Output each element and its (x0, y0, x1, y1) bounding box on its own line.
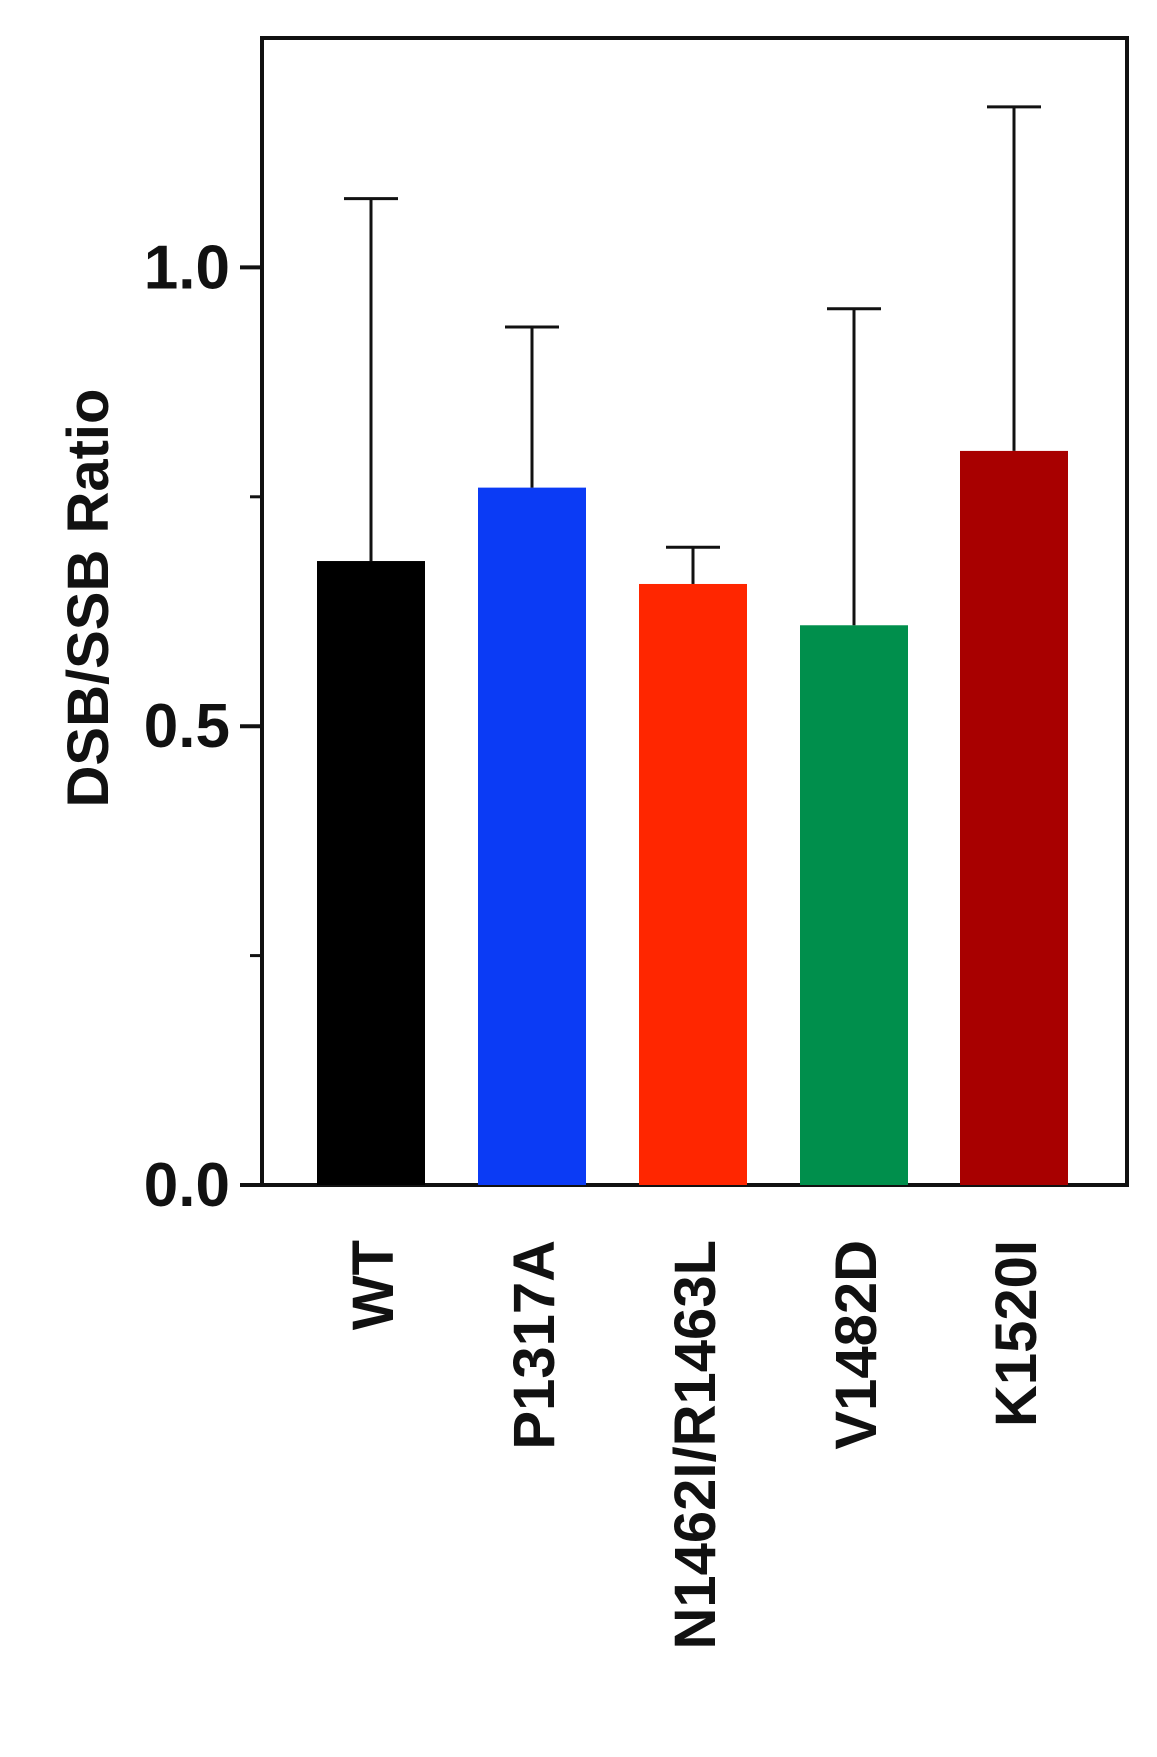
bar-4 (800, 625, 908, 1185)
x-axis: WT P1317A N1462I/R1463L V1482D K1520I (341, 1240, 1049, 1649)
bars (317, 450, 1068, 1185)
bar-3 (639, 583, 747, 1185)
x-tick-label-5: K1520I (984, 1240, 1049, 1427)
bar-2 (478, 487, 586, 1185)
x-tick-label-2: P1317A (502, 1240, 567, 1450)
x-tick-label-3: N1462I/R1463L (663, 1240, 728, 1649)
x-tick-label-1: WT (341, 1240, 406, 1330)
y-tick-label-1: 0.0 (144, 1151, 230, 1220)
y-axis: 0.0 0.5 1.0 (144, 233, 262, 1220)
bar-5 (960, 450, 1068, 1185)
error-bars (344, 105, 1041, 626)
y-tick-label-2: 0.5 (144, 692, 230, 761)
x-tick-label-4: V1482D (824, 1240, 889, 1450)
y-axis-label: DSB/SSB Ratio (56, 389, 121, 808)
y-tick-label-3: 1.0 (144, 233, 230, 302)
bar-1 (317, 561, 425, 1185)
